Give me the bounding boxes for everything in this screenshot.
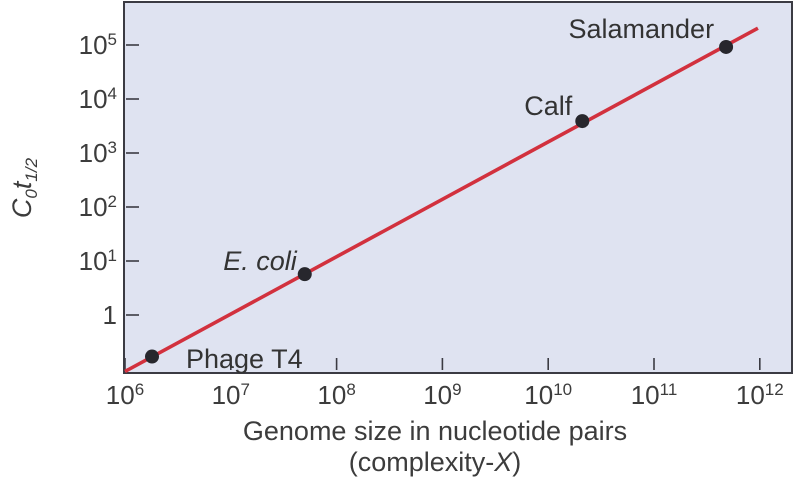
x-axis-title-line1: Genome size in nucleotide pairs	[242, 416, 628, 446]
y-tick-label: 1	[102, 300, 117, 330]
x-tick-label: 109	[423, 380, 462, 410]
x-axis-title-line2: (complexity-X)	[135, 447, 735, 478]
y-axis-label-base2: t	[7, 181, 37, 190]
x-axis-title-line2-symbol: X	[494, 447, 513, 477]
plot-area	[123, 1, 793, 374]
x-tick-label: 107	[211, 380, 250, 410]
point-label: Phage T4	[186, 343, 303, 374]
point-label: Salamander	[568, 13, 715, 44]
point-label: E. coli	[223, 246, 297, 277]
x-tick-label: 1011	[630, 380, 678, 410]
x-tick-label: 1010	[524, 380, 573, 410]
y-tick-label: 104	[78, 84, 117, 114]
x-tick-label: 1012	[735, 380, 784, 410]
y-tick-label: 103	[78, 138, 117, 168]
y-tick-label: 101	[78, 246, 117, 276]
y-axis-label: C0t1/2	[4, 128, 41, 248]
x-tick-label: 106	[105, 380, 145, 410]
y-tick-label: 102	[78, 192, 117, 222]
x-tick-label: 108	[317, 380, 356, 410]
y-tick-label: 105	[78, 30, 117, 60]
x-axis-title-line2-suffix: )	[512, 447, 522, 477]
point-label: Calf	[524, 91, 573, 122]
y-axis-label-sub1: 0	[22, 189, 41, 199]
x-axis-title-line2-prefix: (complexity-	[348, 447, 495, 477]
y-axis-label-sub2: 1/2	[22, 157, 41, 182]
y-axis-label-base1: C	[7, 198, 37, 219]
